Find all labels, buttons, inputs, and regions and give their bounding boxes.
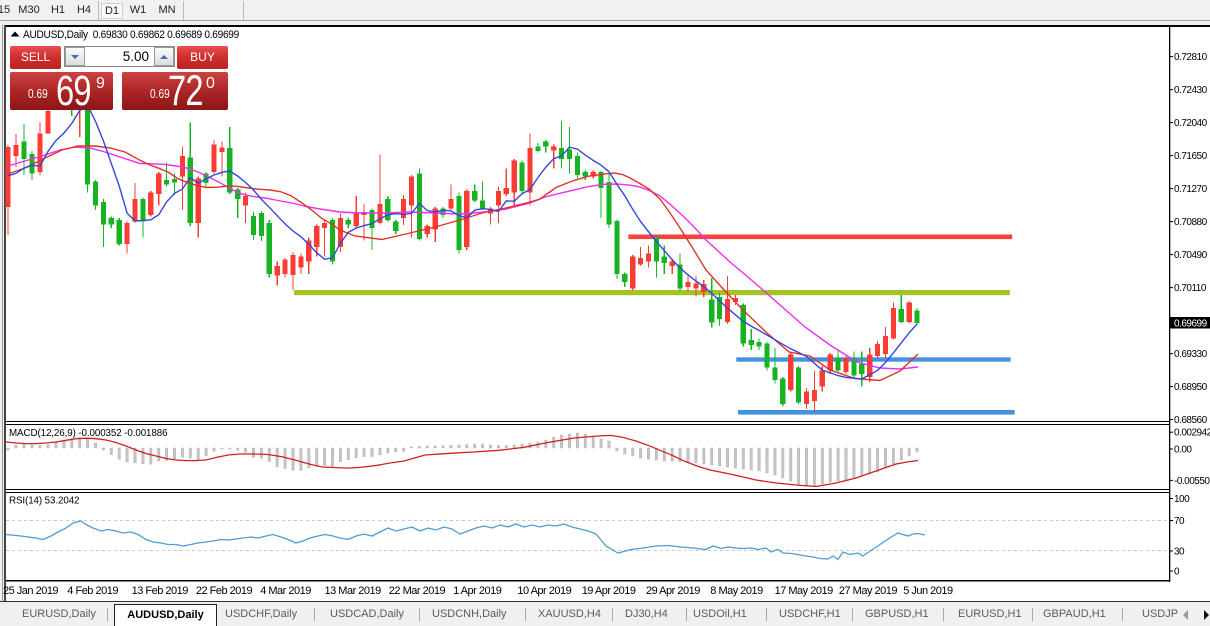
svg-text:0.68560: 0.68560	[1174, 415, 1208, 426]
svg-text:19 Apr 2019: 19 Apr 2019	[582, 585, 636, 597]
svg-text:0.00: 0.00	[1174, 445, 1192, 456]
svg-text:0.72430: 0.72430	[1174, 85, 1208, 96]
svg-text:13 Feb 2019: 13 Feb 2019	[132, 585, 189, 597]
svg-text:0: 0	[1174, 567, 1180, 578]
svg-text:0.71650: 0.71650	[1174, 151, 1208, 162]
svg-text:27 May 2019: 27 May 2019	[839, 585, 897, 597]
svg-text:-0.005502: -0.005502	[1174, 476, 1210, 487]
svg-text:13 Mar 2019: 13 Mar 2019	[325, 585, 382, 597]
svg-text:17 May 2019: 17 May 2019	[775, 585, 833, 597]
svg-text:100: 100	[1174, 494, 1190, 505]
svg-text:0.70880: 0.70880	[1174, 217, 1208, 228]
svg-text:8 May 2019: 8 May 2019	[710, 585, 763, 597]
svg-text:RSI(14) 53.2042: RSI(14) 53.2042	[9, 496, 79, 507]
svg-text:0.69699: 0.69699	[1174, 319, 1208, 330]
svg-text:4 Mar 2019: 4 Mar 2019	[260, 585, 311, 597]
svg-text:30: 30	[1174, 547, 1185, 558]
svg-text:5 Jun 2019: 5 Jun 2019	[903, 585, 953, 597]
svg-text:29 Apr 2019: 29 Apr 2019	[646, 585, 700, 597]
svg-text:0.72810: 0.72810	[1174, 52, 1208, 63]
svg-text:0.69330: 0.69330	[1174, 349, 1208, 360]
svg-text:0.70110: 0.70110	[1174, 283, 1207, 294]
svg-text:4 Feb 2019: 4 Feb 2019	[67, 585, 118, 597]
svg-text:1 Apr 2019: 1 Apr 2019	[453, 585, 502, 597]
svg-text:22 Mar 2019: 22 Mar 2019	[389, 585, 446, 597]
svg-text:0.68950: 0.68950	[1174, 382, 1208, 393]
svg-text:0.002942: 0.002942	[1174, 428, 1210, 439]
svg-text:25 Jan 2019: 25 Jan 2019	[3, 585, 58, 597]
svg-text:22 Feb 2019: 22 Feb 2019	[196, 585, 253, 597]
svg-text:0.70490: 0.70490	[1174, 250, 1208, 261]
svg-text:0.72040: 0.72040	[1174, 118, 1208, 129]
svg-text:MACD(12,26,9) -0.000352 -0.001: MACD(12,26,9) -0.000352 -0.001886	[9, 428, 168, 439]
svg-text:70: 70	[1174, 516, 1185, 527]
svg-text:0.71270: 0.71270	[1174, 184, 1208, 195]
svg-text:10 Apr 2019: 10 Apr 2019	[517, 585, 571, 597]
